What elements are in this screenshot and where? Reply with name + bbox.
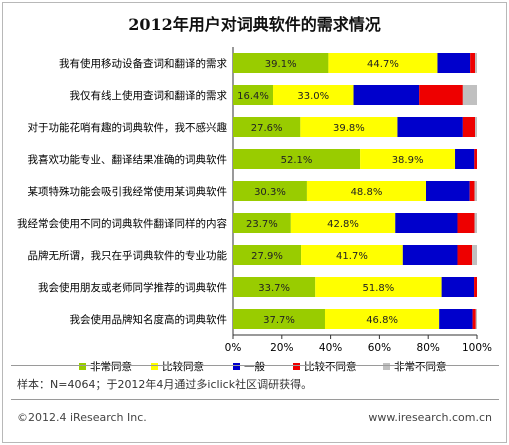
bar-segment [441,277,475,297]
website-text: www.iresearch.com.cn [368,411,492,424]
data-label: 37.7% [263,315,295,326]
category-label: 品牌无所谓，我只在乎词典软件的专业功能 [28,249,228,262]
data-label: 52.1% [281,155,313,166]
data-label: 51.8% [363,283,395,294]
bar-segment [475,53,477,73]
legend-swatch [79,363,86,370]
data-label: 39.1% [265,59,297,70]
legend-swatch [383,363,390,370]
bar-segment [455,149,475,169]
legend-swatch [293,363,300,370]
data-label: 16.4% [237,91,269,102]
bar-segment [324,309,440,329]
bar-segment [290,213,396,233]
category-label: 对于功能花哨有趣的词典软件，我不感兴趣 [28,121,228,134]
bar-segment [437,53,471,73]
data-label: 46.8% [366,315,398,326]
data-label: 41.7% [336,251,368,262]
bar-segment [395,213,458,233]
bar-segment [474,213,477,233]
bar-segment [457,213,475,233]
bar-segment [301,245,403,265]
legend-label: 非常不同意 [394,360,447,373]
data-label: 38.9% [392,155,424,166]
data-label: 33.0% [297,91,329,102]
bar-segment [474,149,477,169]
category-label: 我仅有线上使用查词和翻译的需求 [70,89,228,102]
data-label: 42.8% [327,219,359,230]
category-label: 某项特殊功能会吸引我经常使用某词典软件 [28,185,228,198]
data-label: 27.6% [251,123,283,134]
data-label: 44.7% [367,59,399,70]
bar-segment [419,85,463,105]
bar-segment [300,117,398,137]
bar-segment [360,149,456,169]
legend-label: 比较同意 [162,360,204,373]
category-label: 我会使用品牌知名度高的词典软件 [70,313,228,326]
bar-segment [472,309,476,329]
bar-segment [397,117,463,137]
bar-segment [233,245,302,265]
bar-segment [469,181,475,201]
data-label: 23.7% [246,219,278,230]
bar-segment [233,53,329,73]
divider-line [11,365,499,366]
bar-segment [474,181,477,201]
bar-segment [472,245,477,265]
bar-segment [233,149,361,169]
bar-segment [233,277,316,297]
bar-segment [470,53,476,73]
x-tick-label: 40% [319,342,342,354]
x-tick-label: 80% [417,342,440,354]
bar-segment [439,309,473,329]
divider-line [11,399,499,400]
x-tick-label: 60% [368,342,391,354]
bar-segment [233,309,325,329]
bar-segment [273,85,354,105]
category-label: 我有使用移动设备查词和翻译的需求 [59,57,227,70]
bar-segment [462,85,477,105]
data-label: 27.9% [251,251,283,262]
bar-segment [233,117,301,137]
chart-title: 2012年用户对词典软件的需求情况 [128,15,381,34]
bar-segment [426,181,470,201]
x-tick-label: 100% [462,342,492,354]
category-label: 我经常会使用不同的词典软件翻译同样的内容 [17,217,227,230]
legend-label: 一般 [244,360,265,373]
bar-segment [462,117,476,137]
bar-segment [457,245,473,265]
data-label: 39.8% [333,123,365,134]
legend-swatch [151,363,158,370]
copyright-text: ©2012.4 iResearch Inc. [17,411,147,424]
stacked-bar-chart: 我有使用移动设备查词和翻译的需求 39.1% 44.7% 我仅有线上使用查词和翻译的需… [17,47,492,373]
bar-segment [233,181,307,201]
bar-segment [315,277,442,297]
data-label: 30.3% [254,187,286,198]
bar-segment [474,277,477,297]
category-label: 我会使用朋友或老师同学推荐的词典软件 [38,281,227,294]
sample-note: 样本：N=4064；于2012年4月通过多iclick社区调研获得。 [17,378,313,391]
x-tick-label: 20% [270,342,293,354]
bar-segment [353,85,420,105]
bar-segment [233,85,274,105]
legend-swatch [233,363,240,370]
bar-segment [475,309,477,329]
category-label: 我喜欢功能专业、翻译结果准确的词典软件 [28,153,228,166]
data-label: 33.7% [258,283,290,294]
legend-label: 比较不同意 [304,360,357,373]
bar-segment [475,117,477,137]
data-label: 48.8% [351,187,383,198]
bar-segment [402,245,458,265]
bar-segment [233,213,291,233]
x-tick-label: 0% [225,342,242,354]
legend-label: 非常同意 [90,360,132,373]
bar-segment [306,181,427,201]
bar-segment [328,53,438,73]
